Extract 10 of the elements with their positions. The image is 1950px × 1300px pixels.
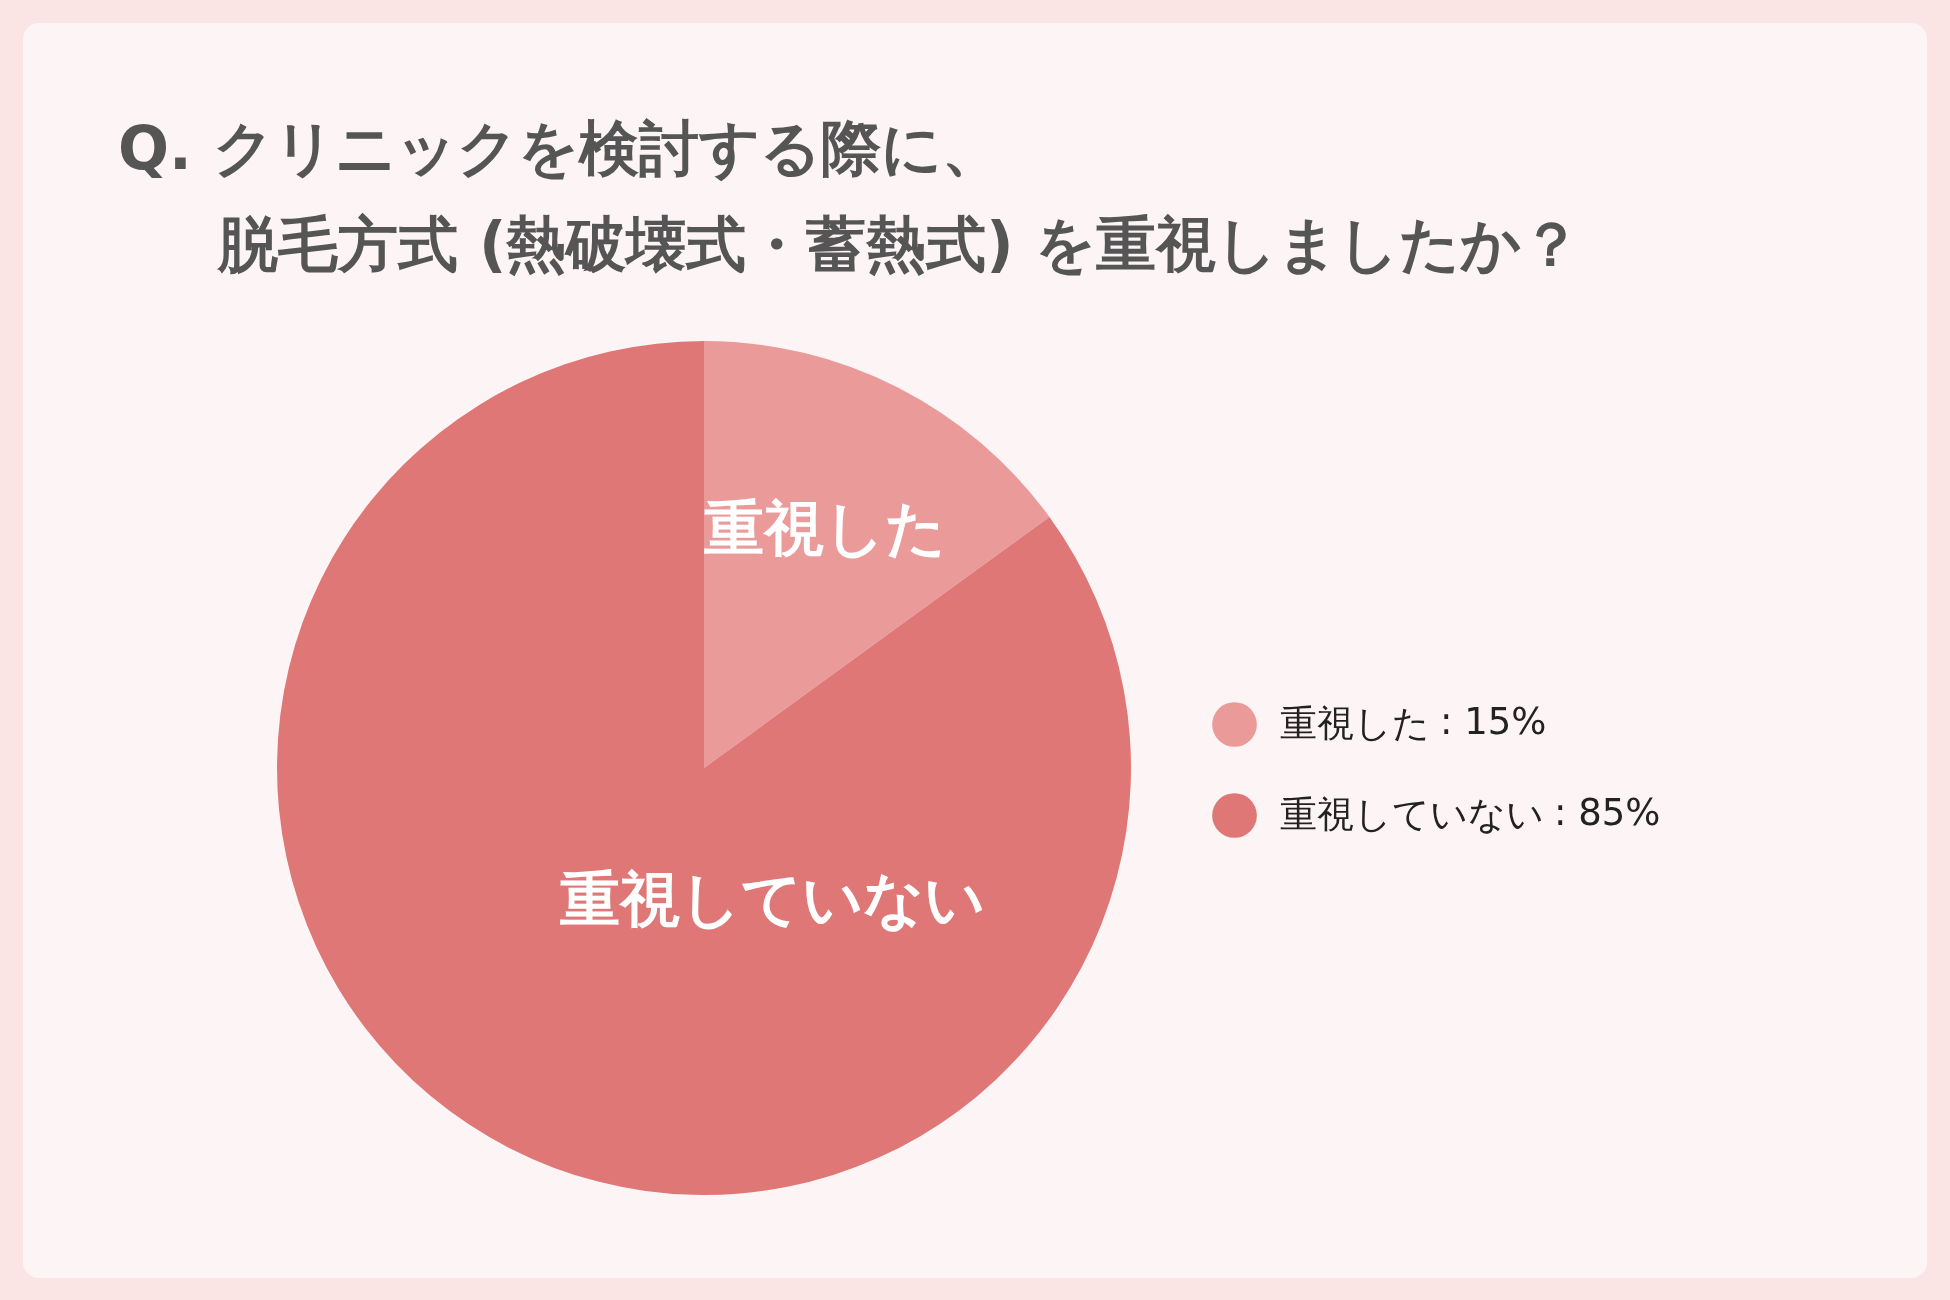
pie-slice [277, 341, 1131, 1195]
slice-label: 重視していない [559, 863, 985, 934]
data-label: : 15% [1440, 700, 1547, 743]
legend-label: 重視した [1280, 701, 1430, 745]
pie-slice [704, 341, 1050, 768]
legend-label: 重視していない [1280, 792, 1544, 836]
chart-title: Q. クリニックを検討する際に、 [118, 112, 1003, 185]
chart-subtitle: 脱毛方式 (熱破壊式・蓄熱式) を重視しましたか？ [216, 208, 1581, 281]
slice-label: 重視した [703, 492, 946, 563]
data-label: : 85% [1554, 791, 1661, 834]
